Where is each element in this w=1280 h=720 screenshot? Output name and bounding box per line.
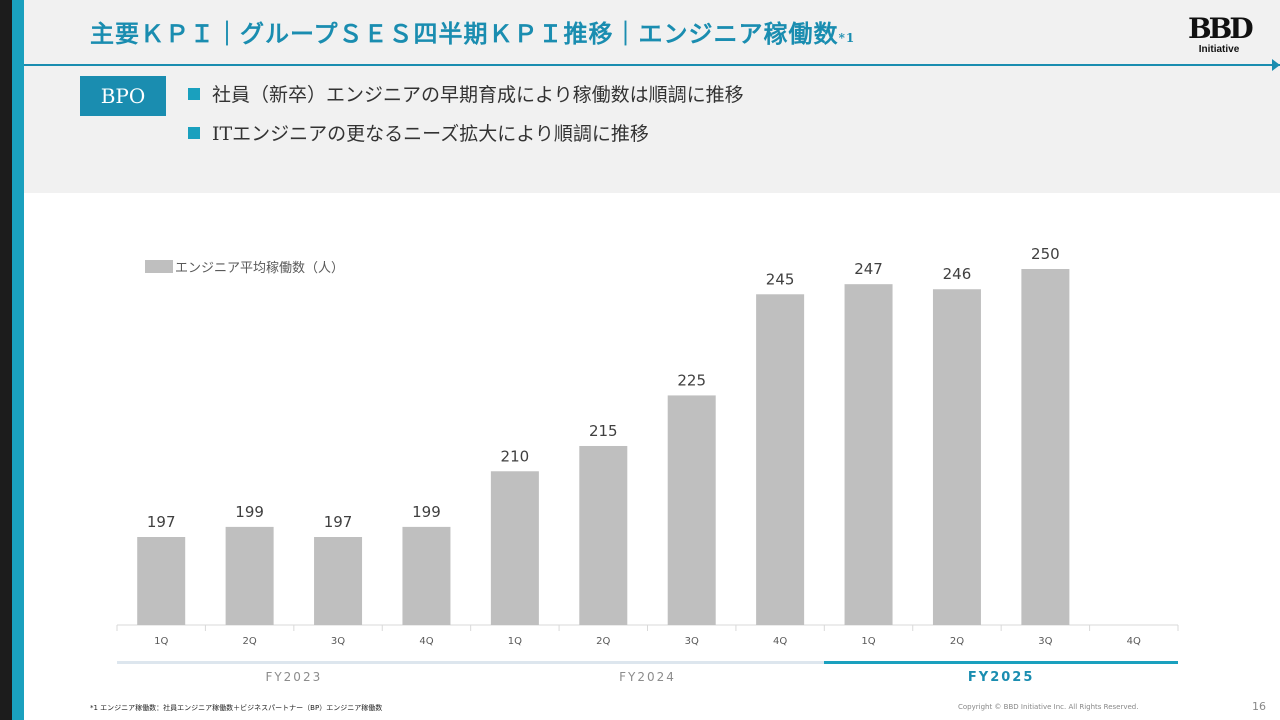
bpo-tag: BPO <box>80 76 166 116</box>
company-logo: BBD Initiative <box>1188 12 1254 60</box>
chart-bar <box>314 537 363 625</box>
bar-data-label: 210 <box>501 447 530 465</box>
chart-legend: エンジニア平均稼働数（人） <box>145 257 344 276</box>
bar-data-label: 197 <box>324 513 353 531</box>
summary-bullet-text: ITエンジニアの更なるニーズ拡大により順調に推移 <box>212 123 649 145</box>
fiscal-year-label: FY2024 <box>619 670 676 684</box>
x-tick-label: 3Q <box>685 636 699 647</box>
bar-data-label: 245 <box>766 270 795 288</box>
x-tick-label: 2Q <box>243 636 257 647</box>
left-accent-teal-bar <box>12 0 24 720</box>
bar-data-label: 215 <box>589 422 618 440</box>
page-title-footnote-mark: *1 <box>838 31 856 45</box>
bar-data-label: 199 <box>235 503 264 521</box>
x-tick-label: 1Q <box>154 636 168 647</box>
bar-data-label: 246 <box>943 265 972 283</box>
chart-bar <box>1021 269 1070 625</box>
x-tick-label: 2Q <box>596 636 610 647</box>
x-tick-label: 1Q <box>861 636 875 647</box>
fiscal-year-underline <box>470 661 825 664</box>
bar-data-label: 197 <box>147 513 176 531</box>
chart-bar <box>844 284 893 625</box>
x-tick-label: 2Q <box>950 636 964 647</box>
title-underline <box>24 64 1280 66</box>
x-tick-label: 4Q <box>773 636 787 647</box>
fiscal-year-underline <box>824 661 1178 664</box>
chart-bar <box>579 445 628 625</box>
summary-bullet-text: 社員（新卒）エンジニアの早期育成により稼働数は順調に推移 <box>212 84 744 106</box>
summary-bullet: 社員（新卒）エンジニアの早期育成により稼働数は順調に推移 <box>188 80 744 107</box>
page-title-text: 主要ＫＰＩ｜グループＳＥＳ四半期ＫＰＩ推移｜エンジニア稼働数 <box>90 19 839 48</box>
fiscal-year-label: FY2023 <box>265 670 323 684</box>
left-accent-dark-bar <box>0 0 12 720</box>
header-band <box>24 0 1280 193</box>
footnote: *1 エンジニア稼働数：社員エンジニア稼働数＋ビジネスパートナー（BP）エンジニ… <box>90 704 383 712</box>
x-tick-label: 4Q <box>419 636 433 647</box>
chart-bar <box>667 395 716 625</box>
chart-bar <box>932 289 981 625</box>
title-underline-arrow <box>1272 59 1280 71</box>
legend-label: エンジニア平均稼働数（人） <box>175 261 345 276</box>
bar-data-label: 250 <box>1031 245 1060 263</box>
bar-data-label: 247 <box>854 260 883 278</box>
copyright: Copyright © BBD Initiative Inc. All Righ… <box>958 703 1139 711</box>
fiscal-year-label: FY2025 <box>967 670 1035 685</box>
fiscal-year-underline <box>117 661 471 664</box>
x-tick-label: 3Q <box>1038 636 1052 647</box>
x-tick-label: 1Q <box>508 636 522 647</box>
x-tick-label: 4Q <box>1127 636 1141 647</box>
chart-bar <box>225 526 274 625</box>
x-tick-label: 3Q <box>331 636 345 647</box>
page-number: 16 <box>1252 700 1266 713</box>
page-title: 主要ＫＰＩ｜グループＳＥＳ四半期ＫＰＩ推移｜エンジニア稼働数*1 <box>90 14 855 52</box>
bar-data-label: 225 <box>677 371 706 389</box>
summary-bullet: ITエンジニアの更なるニーズ拡大により順調に推移 <box>188 119 649 146</box>
chart-bar <box>756 294 805 625</box>
bullet-square-icon <box>188 126 200 139</box>
logo-text: Initiative <box>1198 44 1240 55</box>
chart-bar <box>402 526 451 625</box>
logo-mark: BBD <box>1188 12 1254 45</box>
bullet-square-icon <box>188 87 200 100</box>
bar-data-label: 199 <box>412 503 441 521</box>
chart-bar <box>137 537 186 625</box>
legend-swatch <box>145 260 173 273</box>
chart-bar <box>490 471 539 625</box>
